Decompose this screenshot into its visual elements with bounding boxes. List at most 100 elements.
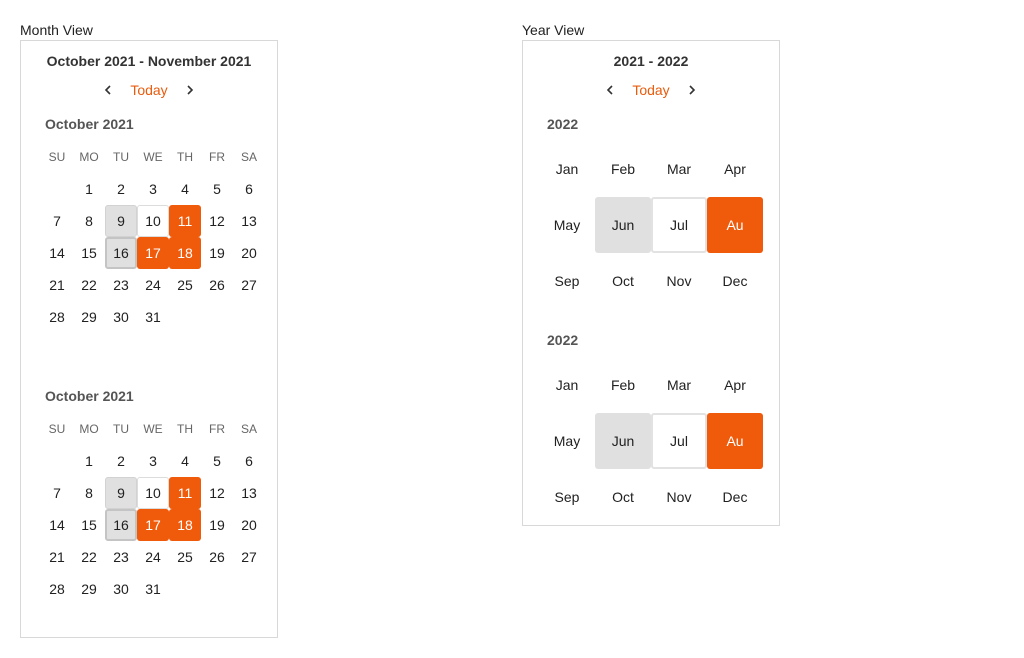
month-cell[interactable]: Au — [707, 413, 763, 469]
month-cell[interactable]: Apr — [724, 161, 746, 177]
day-cell[interactable]: 6 — [245, 453, 253, 469]
day-cell[interactable]: 27 — [241, 549, 257, 565]
day-cell[interactable]: 18 — [169, 509, 201, 541]
day-cell[interactable]: 17 — [137, 509, 169, 541]
day-cell[interactable]: 31 — [145, 309, 161, 325]
day-cell[interactable]: 4 — [181, 453, 189, 469]
day-cell[interactable]: 5 — [213, 181, 221, 197]
month-nav: Today — [21, 78, 277, 102]
weekday-header: TU — [113, 422, 129, 436]
weekday-header: TH — [177, 422, 193, 436]
day-cell[interactable]: 15 — [81, 517, 97, 533]
day-cell[interactable]: 22 — [81, 277, 97, 293]
today-button[interactable]: Today — [130, 82, 168, 98]
day-cell[interactable]: 10 — [137, 477, 169, 509]
day-cell[interactable]: 12 — [209, 485, 225, 501]
day-cell[interactable]: 21 — [49, 549, 65, 565]
weekday-header: TU — [113, 150, 129, 164]
day-cell[interactable]: 3 — [149, 181, 157, 197]
month-cell[interactable]: Oct — [612, 273, 634, 289]
day-cell[interactable]: 11 — [169, 477, 201, 509]
day-cell[interactable]: 14 — [49, 245, 65, 261]
day-cell[interactable]: 26 — [209, 549, 225, 565]
month-cell[interactable]: May — [553, 433, 581, 449]
day-cell[interactable]: 12 — [209, 213, 225, 229]
day-cell[interactable]: 5 — [213, 453, 221, 469]
month-cell[interactable]: Jul — [651, 413, 707, 469]
month-cell[interactable]: Dec — [722, 273, 748, 289]
day-cell[interactable]: 10 — [137, 205, 169, 237]
day-cell[interactable]: 27 — [241, 277, 257, 293]
day-cell[interactable]: 14 — [49, 517, 65, 533]
day-cell[interactable]: 16 — [105, 237, 137, 269]
day-cell[interactable]: 1 — [85, 453, 93, 469]
day-cell[interactable]: 15 — [81, 245, 97, 261]
day-cell[interactable]: 7 — [53, 213, 61, 229]
month-cell[interactable]: Nov — [666, 273, 692, 289]
month-cell[interactable]: May — [553, 217, 581, 233]
day-cell[interactable]: 19 — [209, 517, 225, 533]
weekday-header: WE — [143, 422, 163, 436]
chevron-left-icon[interactable] — [602, 82, 618, 98]
day-cell[interactable]: 22 — [81, 549, 97, 565]
month-cell[interactable]: Au — [707, 197, 763, 253]
month-cell[interactable]: Feb — [610, 161, 636, 177]
day-cell[interactable]: 13 — [241, 213, 257, 229]
day-cell[interactable]: 20 — [241, 517, 257, 533]
day-cell[interactable]: 2 — [117, 453, 125, 469]
day-cell[interactable]: 3 — [149, 453, 157, 469]
day-cell[interactable]: 29 — [81, 309, 97, 325]
day-cell[interactable]: 9 — [105, 205, 137, 237]
day-cell[interactable]: 26 — [209, 277, 225, 293]
chevron-right-icon[interactable] — [182, 82, 198, 98]
today-button[interactable]: Today — [632, 82, 670, 98]
month-cell[interactable]: Sep — [554, 273, 580, 289]
weekday-header: SA — [240, 150, 257, 164]
day-cell[interactable]: 24 — [145, 277, 161, 293]
day-cell[interactable]: 25 — [177, 549, 193, 565]
day-cell[interactable]: 1 — [85, 181, 93, 197]
month-cell[interactable]: Dec — [722, 489, 748, 505]
day-cell[interactable]: 4 — [181, 181, 189, 197]
chevron-left-icon[interactable] — [100, 82, 116, 98]
day-cell[interactable]: 28 — [49, 309, 65, 325]
month-cell[interactable]: Oct — [612, 489, 634, 505]
day-cell[interactable]: 17 — [137, 237, 169, 269]
month-cell[interactable]: Apr — [724, 377, 746, 393]
month-cell[interactable]: Jul — [651, 197, 707, 253]
month-cell[interactable]: Jan — [555, 161, 579, 177]
day-cell[interactable]: 8 — [85, 213, 93, 229]
month-cell[interactable]: Jan — [555, 377, 579, 393]
day-cell[interactable]: 16 — [105, 509, 137, 541]
day-cell[interactable]: 6 — [245, 181, 253, 197]
day-cell[interactable]: 30 — [113, 309, 129, 325]
day-cell[interactable]: 13 — [241, 485, 257, 501]
month-cell[interactable]: Jun — [595, 413, 651, 469]
day-cell[interactable]: 23 — [113, 549, 129, 565]
month-cell[interactable]: Feb — [610, 377, 636, 393]
day-cell[interactable]: 7 — [53, 485, 61, 501]
month-cell[interactable]: Sep — [554, 489, 580, 505]
month-cell[interactable]: Jun — [595, 197, 651, 253]
day-cell[interactable]: 31 — [145, 581, 161, 597]
month-cell[interactable]: Mar — [666, 161, 692, 177]
day-cell[interactable]: 29 — [81, 581, 97, 597]
month-cell[interactable]: Mar — [666, 377, 692, 393]
day-cell[interactable]: 18 — [169, 237, 201, 269]
month-cell[interactable]: Nov — [666, 489, 692, 505]
day-cell[interactable]: 21 — [49, 277, 65, 293]
day-cell[interactable]: 23 — [113, 277, 129, 293]
day-cell[interactable]: 24 — [145, 549, 161, 565]
year-calendar-title: 2022 — [547, 332, 579, 348]
day-cell[interactable]: 8 — [85, 485, 93, 501]
day-cell[interactable]: 25 — [177, 277, 193, 293]
day-cell[interactable]: 30 — [113, 581, 129, 597]
day-cell[interactable]: 9 — [105, 477, 137, 509]
day-cell[interactable]: 19 — [209, 245, 225, 261]
year-calendar-title: 2022 — [547, 116, 579, 132]
day-cell[interactable]: 20 — [241, 245, 257, 261]
day-cell[interactable]: 2 — [117, 181, 125, 197]
day-cell[interactable]: 28 — [49, 581, 65, 597]
chevron-right-icon[interactable] — [684, 82, 700, 98]
day-cell[interactable]: 11 — [169, 205, 201, 237]
